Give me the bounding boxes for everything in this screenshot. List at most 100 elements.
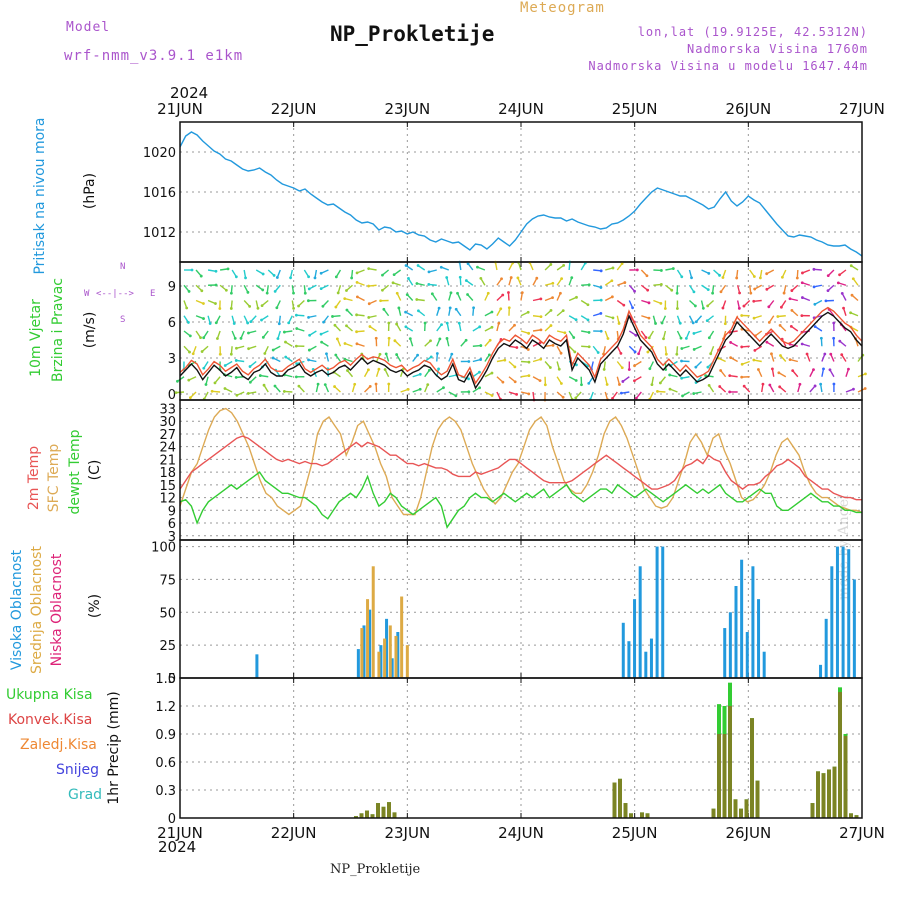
wind-arrow-head [758, 276, 762, 280]
y-tick-label: 33 [159, 402, 176, 417]
wind-arrow-head [387, 382, 391, 386]
wind-arrow-head [307, 358, 310, 362]
wind-arrow-head [718, 385, 722, 388]
wind-arrow-head [415, 298, 419, 301]
wind-arrow-head [824, 299, 828, 303]
y-tick-label: 30 [159, 415, 176, 430]
x-tick-label-top: 25JUN [612, 100, 658, 118]
wind-arrow-head [826, 274, 830, 278]
wind-arrow-head [779, 354, 782, 357]
wind-arrow-head [295, 327, 299, 330]
conv-rain-bar [392, 812, 397, 818]
wind-arrow-head [479, 358, 483, 361]
wind-arrow-head [737, 306, 741, 310]
wind-arrow-head [852, 387, 855, 391]
wind-arrow-head [216, 337, 219, 340]
wind-arrow-head [442, 386, 445, 390]
wind-arrow-head [319, 332, 323, 336]
wind-arrow-head [478, 325, 482, 329]
wind-arrow-head [680, 347, 684, 350]
wind-arrow-head [706, 288, 710, 292]
wind-arrow-head [406, 387, 410, 391]
compass-east: E [150, 289, 156, 299]
wind-arrow-head [282, 390, 286, 393]
x-tick-label-top: 21JUN [157, 100, 203, 118]
conv-rain-bar [618, 778, 622, 818]
wind-arrow-head [681, 394, 684, 398]
wind-arrow-head [199, 274, 203, 278]
wind-arrow-head [551, 296, 554, 300]
wind-arrow-head [187, 290, 191, 293]
wind-arrow-head [611, 397, 614, 400]
wind-arrow-head [429, 339, 432, 343]
wind-arrow-head [729, 341, 733, 344]
wind-arrow-head [387, 321, 391, 325]
wind-arrow-head [247, 331, 250, 335]
conv-rain-bar [717, 734, 721, 818]
wind-arrow-head [622, 303, 626, 307]
wind-arrow-head [549, 324, 553, 327]
wind-arrow-head [647, 316, 651, 320]
wind-arrow-head [723, 322, 727, 326]
wind-arrow-head [294, 344, 298, 348]
wind-arrow-head [367, 267, 371, 271]
wind-arrow-head [575, 363, 578, 367]
wind-arrow-head [644, 336, 648, 339]
wind-arrow-head [331, 315, 334, 318]
wind-arrow-head [826, 289, 830, 293]
wind-arrow-head [670, 288, 674, 292]
wind-arrow-head [740, 345, 744, 349]
wind-arrow-head [813, 302, 817, 306]
lonlat-info: lon,lat (19.9125E, 42.5312N) [637, 25, 868, 39]
wind-arrow-head [345, 308, 349, 312]
wind-arrow-head [711, 291, 715, 295]
high-cloud-bar [621, 622, 625, 678]
wind-arrow-head [656, 389, 659, 393]
wind-arrow-head [551, 281, 555, 285]
wind-arrow-head [563, 331, 567, 335]
wind-arrow-head [735, 276, 739, 280]
wind-arrow-head [501, 293, 505, 297]
y-tick-label: 12 [159, 492, 176, 507]
conv-rain-bar [733, 799, 738, 818]
wind-arrow-head [426, 383, 430, 386]
conv-rain-bar [744, 799, 749, 818]
wind-speed-line [179, 311, 863, 390]
wind-arrow-head [599, 298, 603, 302]
wind-arrow-head [418, 387, 422, 391]
wind-arrow-head [202, 336, 206, 340]
wind-arrow-head [515, 392, 518, 396]
high-cloud-bar [824, 618, 828, 678]
wind-arrow-head [549, 263, 553, 266]
conv-rain-bar [640, 812, 644, 818]
wind-arrow-head [618, 383, 621, 386]
wind-arrow-head [229, 291, 233, 295]
temp2m-line [179, 435, 862, 501]
wind-arrow-head [757, 368, 760, 371]
wind-arrow-head [535, 276, 539, 280]
wind-arrow-head [374, 382, 378, 386]
wind-arrow-head [770, 352, 773, 356]
wind-arrow-head [467, 377, 470, 381]
y-tick-label: 15 [159, 479, 176, 494]
wind-arrow-head [788, 358, 792, 361]
wind-arrow-head [838, 273, 841, 277]
wind-arrow-head [449, 291, 453, 295]
wind-arrow-head [397, 306, 401, 310]
wind-arrow-head [416, 264, 420, 267]
high-cloud-bar [379, 645, 383, 678]
y-tick-label: 1.2 [155, 700, 176, 715]
wind-arrow-head [322, 320, 325, 324]
legend-snow: Snijeg [56, 762, 100, 778]
wind-arrow-head [574, 318, 578, 322]
wind-arrow-head [800, 281, 804, 285]
wind-arrow-head [668, 387, 672, 391]
wind-arrow-head [176, 379, 179, 383]
wind-arrow-head [694, 365, 698, 369]
wind-arrow-head [633, 379, 636, 383]
conv-rain-bar [370, 814, 375, 818]
wind-arrow-head [704, 374, 708, 378]
wind-arrow-head [223, 364, 227, 367]
x-tick-label-bottom: 25JUN [612, 824, 658, 842]
